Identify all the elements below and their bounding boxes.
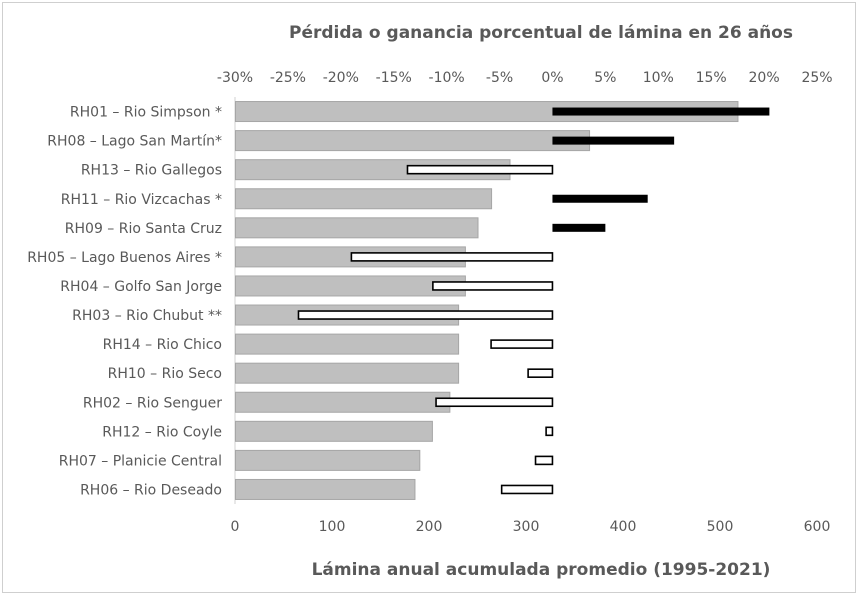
loss-bar	[534, 455, 554, 466]
lamina-bar	[235, 275, 466, 297]
x-axis-label: Lámina anual acumulada promedio (1995-20…	[312, 560, 771, 580]
lamina-bar	[235, 130, 591, 152]
loss-bar	[500, 484, 554, 495]
x-tick-label: 600	[804, 519, 831, 535]
loss-bar	[406, 164, 554, 175]
category-label: RH03 – Rio Chubut **	[72, 308, 222, 324]
lamina-bar	[235, 420, 433, 442]
gain-bar	[552, 136, 675, 145]
loss-bar	[432, 281, 554, 291]
x2-tick-label: 10%	[643, 70, 674, 86]
category-label: RH06 – Rio Deseado	[80, 482, 222, 498]
x-tick-label: 0	[231, 519, 240, 535]
lamina-bar	[235, 391, 451, 413]
loss-bar	[350, 252, 554, 262]
category-label: RH12 – Rio Coyle	[102, 424, 222, 440]
x2-tick-label: -15%	[376, 70, 412, 86]
x2-tick-label: -20%	[323, 70, 359, 86]
category-label: RH02 – Rio Senguer	[83, 395, 222, 411]
category-label: RH05 – Lago Buenos Aires *	[27, 250, 222, 266]
x2-tick-label: 5%	[594, 70, 616, 86]
gain-bar	[552, 223, 606, 232]
lamina-bar	[235, 188, 493, 210]
loss-bar	[435, 397, 554, 408]
category-label: RH01 – Rio Simpson *	[70, 105, 222, 121]
x-tick-label: 400	[610, 519, 637, 535]
category-label: RH10 – Rio Seco	[108, 366, 222, 382]
category-label: RH13 – Rio Gallegos	[81, 163, 222, 179]
gain-bar	[552, 194, 648, 203]
loss-bar	[297, 310, 554, 320]
x-tick-label: 200	[416, 519, 443, 535]
category-label: RH09 – Rio Santa Cruz	[65, 221, 222, 237]
x2-tick-label: 0%	[541, 70, 563, 86]
gain-bar	[552, 107, 770, 116]
category-label: RH04 – Golfo San Jorge	[60, 279, 222, 295]
lamina-bar	[235, 362, 460, 384]
x2-tick-label: 15%	[696, 70, 727, 86]
lamina-bar	[235, 478, 416, 500]
lamina-bar	[235, 449, 421, 471]
category-label: RH14 – Rio Chico	[103, 337, 222, 353]
x-tick-label: 300	[513, 519, 540, 535]
loss-bar	[490, 339, 554, 349]
chart-title: Pérdida o ganancia porcentual de lámina …	[289, 23, 793, 43]
lamina-bar	[235, 217, 479, 239]
x-tick-label: 100	[319, 519, 346, 535]
x2-tick-label: -5%	[486, 70, 513, 86]
x2-tick-label: -10%	[429, 70, 465, 86]
category-label: RH08 – Lago San Martín*	[47, 134, 222, 150]
x2-tick-label: 25%	[801, 70, 832, 86]
category-label: RH11 – Rio Vizcachas *	[61, 192, 222, 208]
chart: Pérdida o ganancia porcentual de lámina …	[27, 23, 832, 580]
x2-tick-label: -25%	[270, 70, 306, 86]
lamina-bar	[235, 333, 460, 355]
loss-bar	[527, 368, 554, 378]
x2-tick-label: 20%	[749, 70, 780, 86]
category-label: RH07 – Planicie Central	[59, 453, 222, 469]
x-tick-label: 500	[707, 519, 734, 535]
x2-tick-label: -30%	[217, 70, 253, 86]
loss-bar	[545, 426, 554, 437]
